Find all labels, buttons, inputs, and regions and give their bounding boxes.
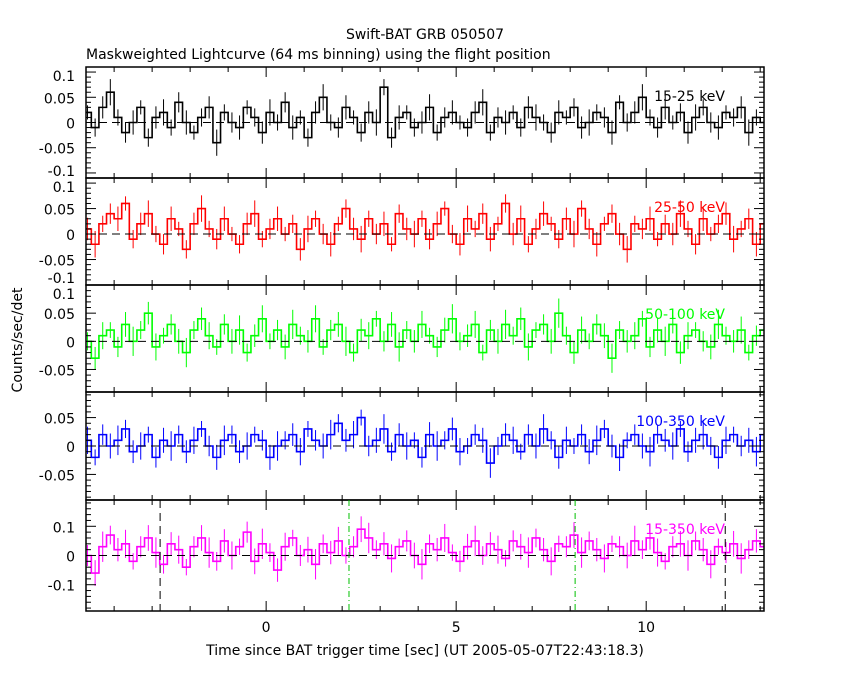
series-line-1 <box>86 202 764 251</box>
series-label: 25-50 keV <box>654 200 725 216</box>
y-tick-label: -0.05 <box>39 468 75 484</box>
y-tick-label: 0 <box>66 117 75 133</box>
y-tick-label: 0 <box>66 550 75 566</box>
y-tick-label: 0 <box>66 335 75 351</box>
chart-title: Swift-BAT GRB 050507 <box>346 27 504 43</box>
x-axis-label: Time since BAT trigger time [sec] (UT 20… <box>205 643 644 659</box>
series-line-0 <box>86 86 764 144</box>
y-tick-label: 0 <box>66 228 75 244</box>
series-label: 15-350 keV <box>645 522 725 538</box>
y-tick-label: -0.05 <box>39 254 75 270</box>
chart-subtitle: Maskweighted Lightcurve (64 ms binning) … <box>86 47 551 63</box>
x-tick-label: 5 <box>452 620 461 636</box>
y-tick-label: 0.05 <box>44 412 75 428</box>
y-tick-label: 0.05 <box>44 307 75 323</box>
series-label: 50-100 keV <box>645 307 725 323</box>
y-tick-label: 0.1 <box>53 69 75 85</box>
series-line-2 <box>86 312 764 360</box>
y-tick-label: 0 <box>66 440 75 456</box>
y-tick-label: -0.1 <box>48 579 75 595</box>
x-tick-label: 0 <box>262 620 271 636</box>
y-tick-label: -0.1 <box>48 164 75 180</box>
y-tick-label: -0.05 <box>39 363 75 379</box>
series-line-4 <box>86 528 764 574</box>
y-tick-label: 0.1 <box>53 180 75 196</box>
y-tick-label: -0.05 <box>39 142 75 158</box>
y-tick-label: 0.1 <box>53 520 75 536</box>
y-tick-label: 0.05 <box>44 91 75 107</box>
series-label: 100-350 keV <box>636 414 725 430</box>
panel-frame <box>85 284 765 393</box>
y-tick-label: 0.05 <box>44 203 75 219</box>
y-axis-label: Counts/sec/det <box>10 287 26 392</box>
y-tick-label: 0.1 <box>53 287 75 303</box>
x-tick-label: 10 <box>637 620 655 636</box>
y-tick-label: -0.1 <box>48 271 75 287</box>
series-label: 15-25 keV <box>654 89 725 105</box>
